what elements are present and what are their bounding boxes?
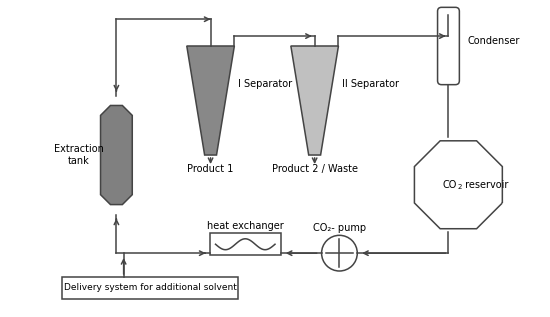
Text: CO₂- pump: CO₂- pump [313,223,366,233]
Text: 2: 2 [458,184,462,190]
FancyBboxPatch shape [62,277,238,299]
Text: Extraction
tank: Extraction tank [54,144,103,166]
Text: I Separator: I Separator [238,79,293,89]
Polygon shape [291,46,338,155]
FancyBboxPatch shape [438,7,459,85]
Polygon shape [187,46,234,155]
Text: Condenser: Condenser [468,36,520,46]
Text: heat exchanger: heat exchanger [207,221,284,231]
Text: Delivery system for additional solvent: Delivery system for additional solvent [64,283,236,292]
Text: Product 1: Product 1 [188,164,234,174]
Polygon shape [101,106,132,204]
Text: Product 2 / Waste: Product 2 / Waste [272,164,358,174]
Text: II Separator: II Separator [343,79,399,89]
Circle shape [322,235,358,271]
FancyBboxPatch shape [210,233,281,255]
Text: CO: CO [442,180,456,190]
Text: reservoir: reservoir [463,180,509,190]
Polygon shape [414,141,502,229]
